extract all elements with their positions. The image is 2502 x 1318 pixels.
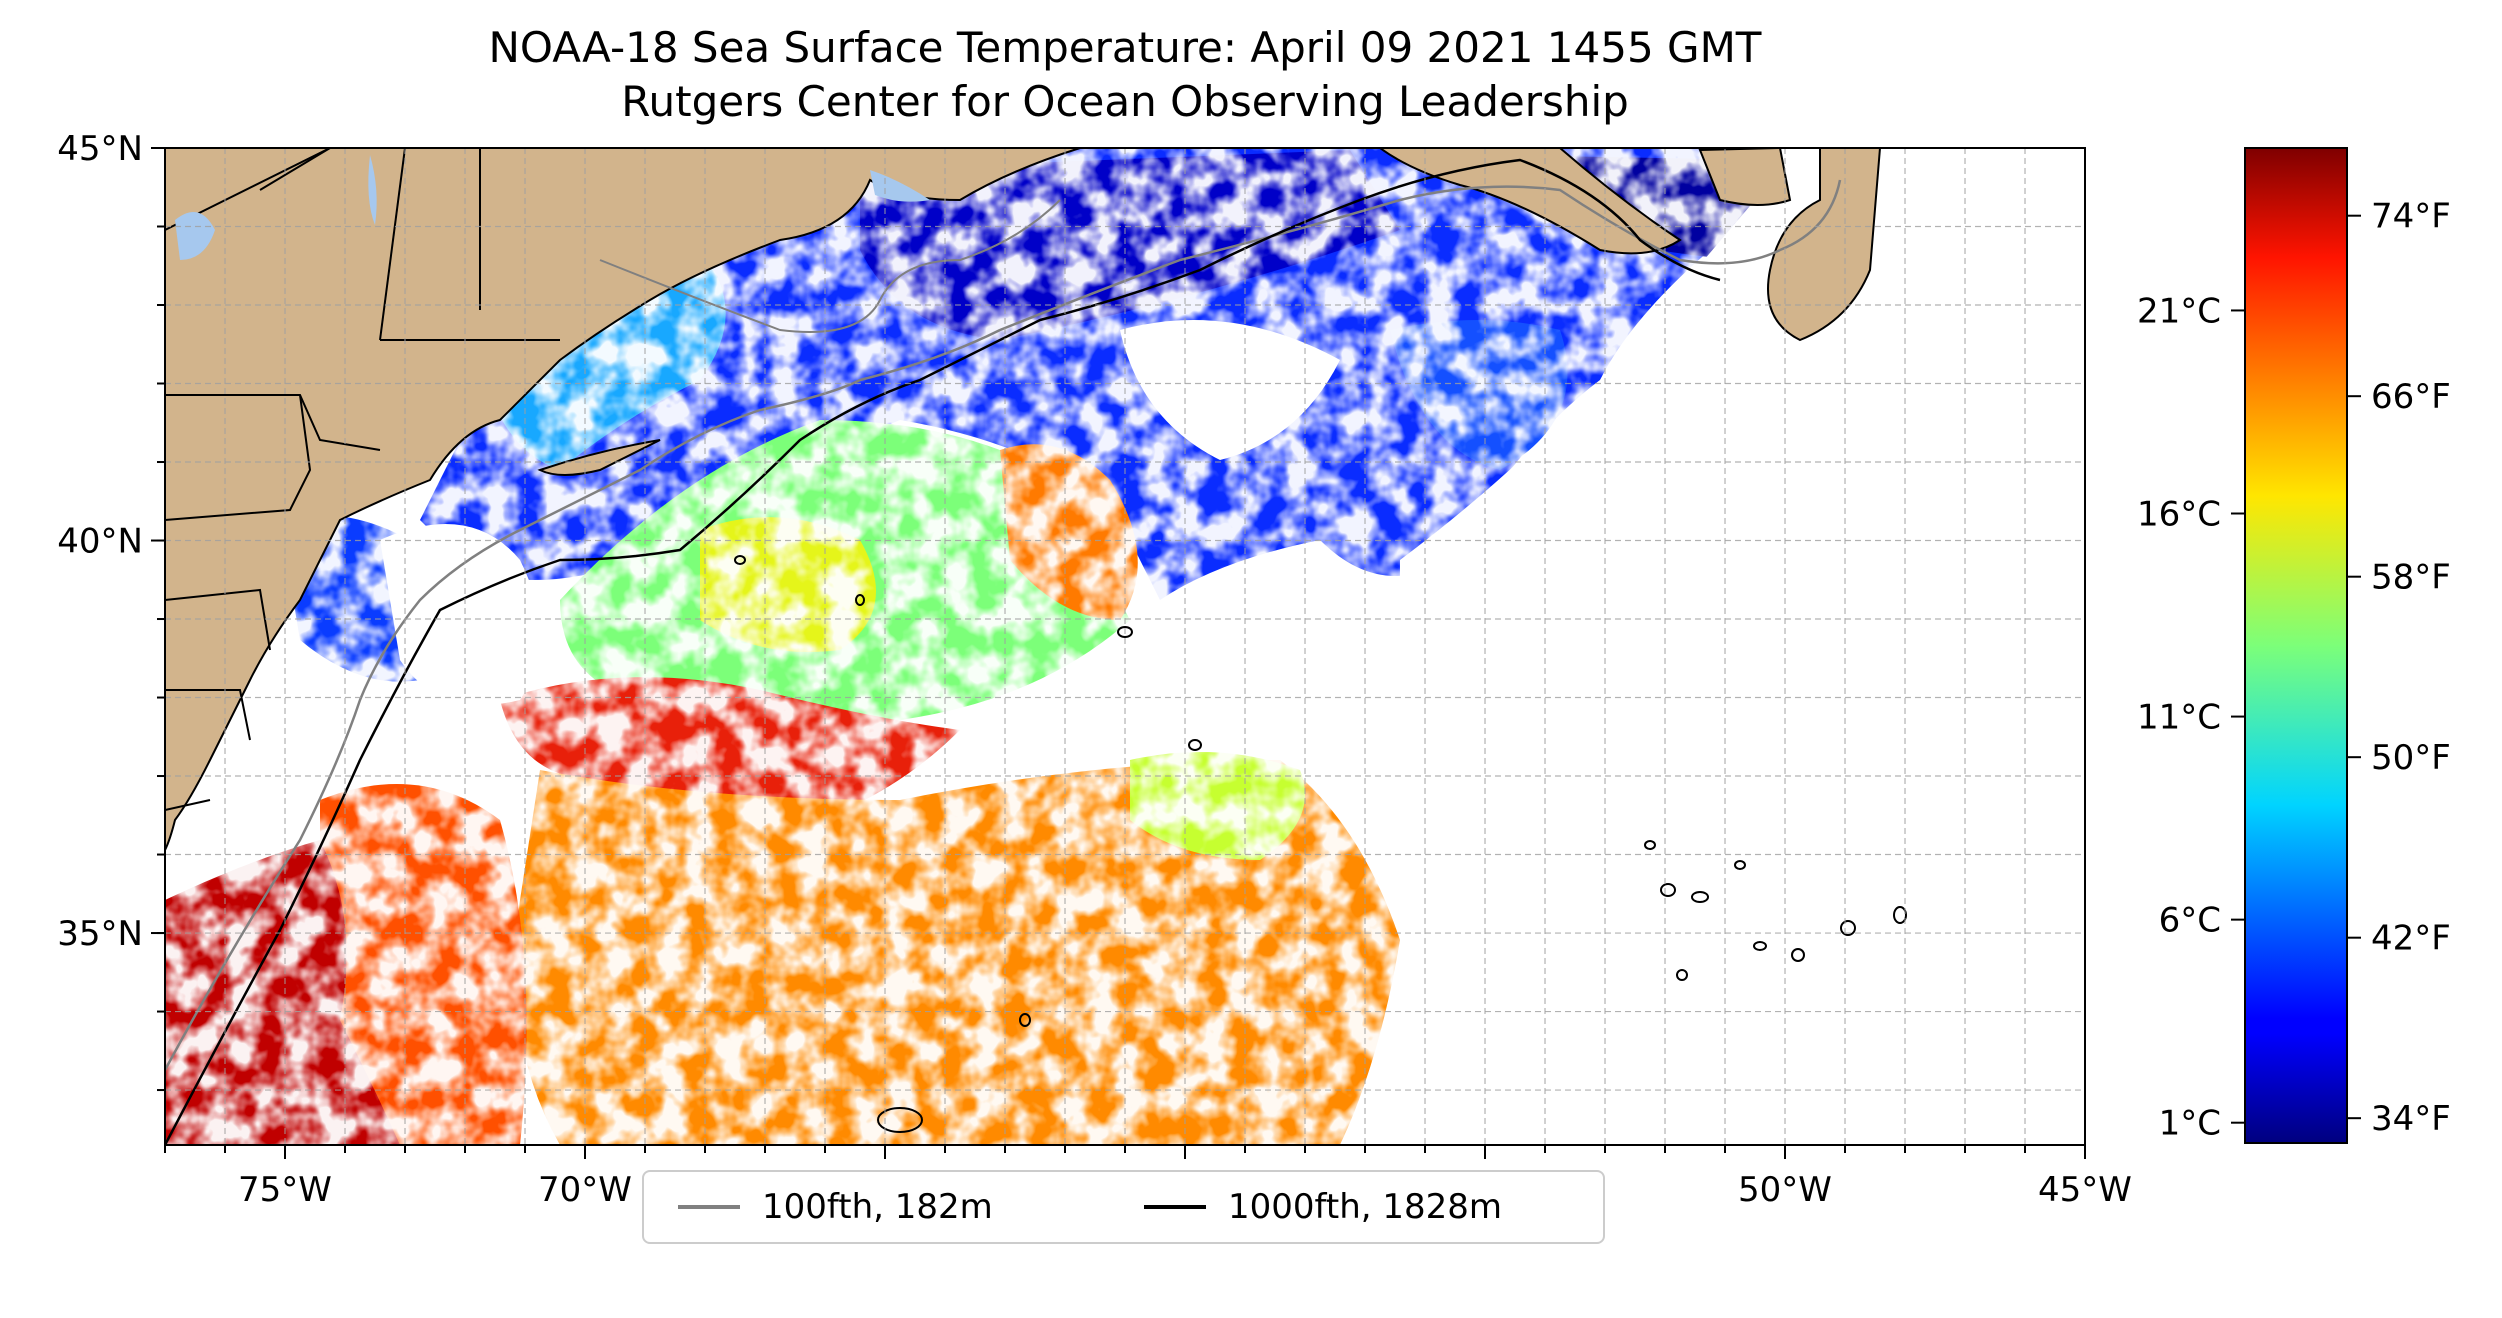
map-title: NOAA-18 Sea Surface Temperature: April 0… (488, 23, 1762, 72)
colorbar-ticks: 1°C 6°C 11°C 16°C 21°C 34°F 42°F 50°F 58°F 66°F 74… (2137, 197, 2451, 1144)
no-data-east (1340, 148, 2085, 1145)
fahrenheit-tick-label: 50°F (2371, 738, 2451, 778)
celsius-tick-label: 16°C (2137, 495, 2221, 535)
lat-tick-label: 40°N (57, 522, 143, 562)
legend-swatch-1000fth (1144, 1205, 1206, 1209)
lon-tick-label: 45°W (2038, 1170, 2132, 1210)
water-bodies (175, 155, 930, 260)
fahrenheit-tick-label: 34°F (2371, 1099, 2451, 1139)
lon-tick-label: 75°W (238, 1170, 332, 1210)
colorbar (2244, 147, 2348, 1144)
sst-field (165, 148, 2085, 1145)
land-cape-breton (1698, 148, 1792, 206)
isobath-100fth (165, 179, 1842, 1071)
celsius-tick-label: 11°C (2137, 698, 2221, 738)
celsius-tick-label: 1°C (2159, 1104, 2221, 1144)
map-gridlines (165, 148, 2085, 1145)
no-data-nj (380, 524, 540, 705)
fahrenheit-tick-label: 74°F (2371, 197, 2451, 237)
legend-item-1000fth: 1000fth, 1828m (1144, 1172, 1502, 1242)
fahrenheit-tick-label: 42°F (2371, 919, 2451, 959)
celsius-tick-label: 6°C (2159, 901, 2221, 941)
map-area (165, 148, 2085, 1145)
seamounts (734, 555, 1907, 1133)
isobath-legend: 100fth, 182m 1000fth, 1828m (642, 1170, 1605, 1244)
land-long-island (537, 439, 661, 476)
no-data-north-gap (1120, 320, 1340, 460)
lon-tick-label: 70°W (538, 1170, 632, 1210)
lat-tick-label: 35°N (57, 914, 143, 954)
fahrenheit-tick-label: 58°F (2371, 558, 2451, 598)
map-subtitle: Rutgers Center for Ocean Observing Leade… (621, 77, 1629, 126)
fahrenheit-tick-label: 66°F (2371, 377, 2451, 417)
land-newfoundland-tip (1767, 148, 1882, 342)
legend-item-100fth: 100fth, 182m (678, 1172, 993, 1242)
isobath-1000fth (165, 158, 1721, 1145)
state-borders (165, 148, 560, 811)
legend-label-1000fth: 1000fth, 1828m (1228, 1187, 1503, 1227)
legend-swatch-100fth (678, 1205, 740, 1209)
isobath-100fth-gom (599, 199, 1061, 333)
lon-tick-label: 50°W (1738, 1170, 1832, 1210)
celsius-tick-label: 21°C (2137, 291, 2221, 331)
legend-label-100fth: 100fth, 182m (762, 1187, 993, 1227)
lat-tick-label: 45°N (57, 129, 143, 169)
